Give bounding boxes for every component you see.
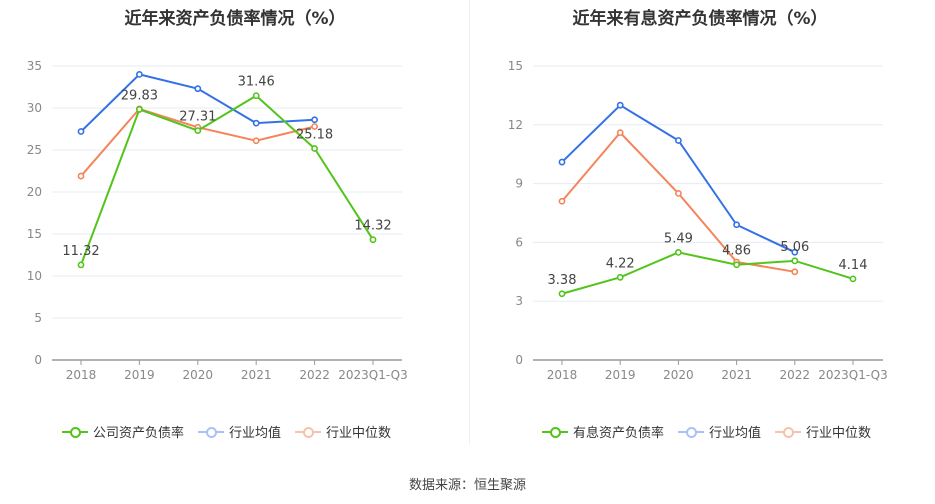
legend-label: 行业中位数 (806, 426, 872, 441)
data-label: 25.18 (296, 127, 333, 142)
data-point (311, 116, 318, 124)
data-point (77, 172, 85, 180)
legend-item-avg[interactable]: 行业均值 (198, 422, 281, 441)
data-point (77, 128, 85, 135)
data-point (616, 129, 624, 137)
chart-title-right: 近年来有息资产负债率情况（%） (572, 9, 828, 29)
data-label: 4.14 (839, 258, 868, 273)
data-point (791, 268, 799, 276)
legend-left: 公司资产负债率 行业均值 行业中位数 (62, 422, 391, 441)
series-line-0 (80, 94, 374, 266)
data-point (675, 189, 682, 197)
legend-line-icon (678, 425, 705, 439)
data-point (558, 290, 566, 298)
data-label: 3.38 (548, 273, 577, 288)
x-tick-label: 2019 (605, 368, 636, 382)
y-tick-label: 3 (515, 294, 523, 308)
legend-label: 公司资产负债率 (93, 426, 185, 441)
data-point (791, 248, 799, 256)
data-point (849, 275, 857, 283)
data-point (616, 273, 624, 281)
legend-label: 行业中位数 (326, 426, 392, 441)
y-tick-label: 0 (515, 353, 523, 367)
y-tick-label: 0 (34, 353, 42, 367)
chart-title-left: 近年来资产负债率情况（%） (124, 9, 346, 29)
legend-label: 行业均值 (229, 426, 282, 441)
y-tick-label: 20 (27, 185, 42, 199)
x-tick-label: 2023Q1-Q3 (818, 368, 887, 382)
y-tick-label: 15 (508, 59, 523, 73)
data-point (616, 101, 624, 109)
y-tick-label: 6 (515, 235, 523, 249)
data-label: 5.49 (664, 231, 693, 246)
legend-line-icon (62, 425, 88, 439)
data-point (135, 106, 143, 113)
legend-line-icon (775, 425, 802, 439)
y-tick-label: 10 (27, 269, 42, 283)
data-label: 27.31 (179, 110, 216, 125)
legend-label: 有息资产负债率 (573, 426, 665, 441)
legend-line-icon (198, 425, 225, 439)
data-point (311, 123, 318, 130)
data-point (252, 92, 260, 100)
x-tick-label: 2018 (66, 368, 97, 382)
series-line-0 (561, 251, 854, 295)
source-note: 数据来源：恒生聚源 (408, 478, 526, 493)
data-label: 14.32 (354, 219, 391, 234)
legend-line-icon (295, 425, 322, 439)
y-tick-label: 9 (515, 177, 523, 191)
legend-label: 行业均值 (709, 426, 762, 441)
data-label: 4.86 (722, 244, 751, 259)
data-point (77, 261, 85, 269)
y-tick-label: 25 (27, 143, 42, 157)
series-line-1 (561, 103, 796, 254)
divider (469, 0, 470, 445)
data-point (675, 137, 682, 144)
data-point (791, 257, 799, 265)
x-tick-label: 2022 (299, 368, 330, 382)
data-point (733, 261, 740, 269)
y-tick-label: 5 (34, 311, 42, 325)
x-tick-label: 2020 (663, 368, 694, 382)
legend-item-avg[interactable]: 行业均值 (678, 422, 761, 441)
x-tick-label: 2018 (547, 368, 578, 382)
x-tick-label: 2020 (183, 368, 214, 382)
data-point (252, 137, 260, 145)
legend-item-median[interactable]: 行业中位数 (295, 422, 391, 441)
legend-item-median[interactable]: 行业中位数 (775, 422, 871, 441)
y-tick-label: 12 (508, 118, 523, 132)
data-point (311, 145, 318, 152)
data-point (369, 236, 377, 244)
legend-right: 有息资产负债率 行业均值 行业中位数 (542, 422, 871, 441)
data-point (675, 248, 682, 256)
data-label: 4.22 (606, 256, 635, 271)
data-label: 31.46 (238, 75, 275, 90)
x-tick-label: 2021 (241, 368, 272, 382)
data-point (558, 158, 566, 166)
y-tick-label: 35 (27, 59, 42, 73)
x-tick-label: 2021 (721, 368, 752, 382)
y-tick-label: 30 (27, 101, 42, 115)
legend-item-company[interactable]: 公司资产负债率 (62, 422, 184, 441)
data-label: 11.32 (62, 244, 99, 259)
data-point (733, 221, 740, 229)
data-point (194, 127, 202, 134)
data-point (135, 71, 143, 78)
data-label: 29.83 (121, 88, 158, 103)
x-tick-label: 2022 (780, 368, 811, 382)
data-point (194, 85, 202, 93)
x-tick-label: 2023Q1-Q3 (338, 368, 407, 382)
data-point (558, 197, 566, 205)
legend-line-icon (542, 425, 568, 439)
data-point (252, 119, 260, 127)
legend-item-company[interactable]: 有息资产负债率 (542, 422, 664, 441)
data-label: 5.06 (780, 240, 809, 255)
x-tick-label: 2019 (124, 368, 155, 382)
y-tick-label: 15 (27, 227, 42, 241)
